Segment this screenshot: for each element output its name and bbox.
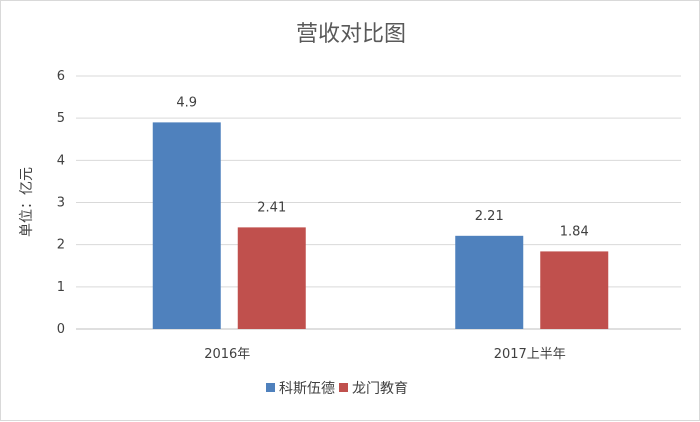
y-tick-label: 0 xyxy=(57,322,65,337)
y-tick-label: 1 xyxy=(57,280,65,295)
x-tick-label: 2016年 xyxy=(204,347,250,362)
y-tick-label: 3 xyxy=(57,196,65,211)
y-tick-label: 2 xyxy=(57,238,65,253)
legend: 科斯伍德 龙门教育 xyxy=(266,381,408,397)
y-axis-label: 单位：亿元 xyxy=(19,167,35,237)
bar-longmen-0 xyxy=(237,227,306,329)
legend-label: 科斯伍德 xyxy=(279,381,335,397)
bar-kesiwude-1 xyxy=(455,235,524,329)
y-tick-labels: 0 1 2 3 4 5 6 xyxy=(57,69,65,337)
bar-kesiwude-0 xyxy=(152,122,221,329)
data-label: 4.9 xyxy=(176,95,197,110)
legend-swatch xyxy=(339,383,348,392)
data-labels: 4.9 2.41 2.21 1.84 xyxy=(176,95,588,239)
bars xyxy=(152,122,609,329)
data-label: 1.84 xyxy=(560,224,589,239)
x-tick-label: 2017上半年 xyxy=(494,347,566,362)
data-label: 2.21 xyxy=(475,209,504,224)
y-tick-label: 6 xyxy=(57,69,65,84)
x-tick-labels: 2016年 2017上半年 xyxy=(204,347,566,362)
bar-longmen-1 xyxy=(540,251,609,329)
data-label: 2.41 xyxy=(257,200,286,215)
y-tick-label: 5 xyxy=(57,111,65,126)
y-tick-label: 4 xyxy=(57,153,65,168)
legend-label: 龙门教育 xyxy=(352,381,408,397)
legend-swatch xyxy=(266,383,275,392)
chart-title: 营收对比图 xyxy=(296,22,406,47)
